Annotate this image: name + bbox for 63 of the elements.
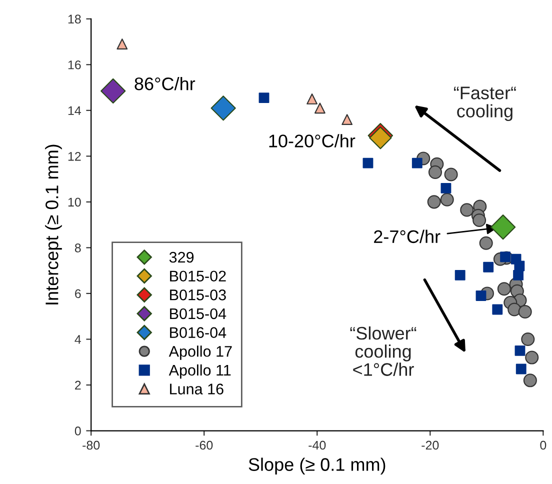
point [518, 305, 532, 319]
y-tick-label: 18 [68, 14, 81, 24]
y-tick-label: 0 [74, 426, 81, 436]
x-tick-label: -40 [308, 440, 326, 450]
y-tick-label: 8 [74, 244, 81, 252]
point [500, 252, 511, 262]
point [523, 374, 537, 388]
legend-label: B015-02 [170, 270, 226, 282]
annotation: “Slower“ cooling <1°C/hr [350, 326, 416, 376]
point [362, 158, 374, 168]
point [428, 165, 442, 179]
point [513, 270, 524, 280]
point [440, 182, 452, 194]
point [100, 78, 126, 104]
y-tick-label: 2 [75, 380, 81, 390]
point [342, 114, 353, 126]
point [210, 96, 236, 121]
y-tick-label: 16 [68, 60, 81, 70]
annotation: 86°C/hr [134, 76, 196, 90]
x-axis-title: Slope (≥ 0.1 mm) [248, 458, 386, 475]
point [369, 126, 392, 150]
x-tick-label: -60 [196, 440, 213, 450]
point [460, 203, 474, 217]
point [258, 92, 270, 104]
point [525, 350, 539, 364]
x-tick-label: -80 [82, 440, 100, 450]
point [454, 270, 466, 280]
point [306, 94, 318, 104]
y-tick-label: 4 [74, 335, 81, 344]
legend-label: B015-03 [170, 290, 226, 300]
legend-label: 329 [169, 252, 194, 263]
point [116, 38, 128, 50]
point [444, 168, 458, 182]
point [427, 195, 441, 209]
y-axis-title: Intercept (≥ 0.1 mm) [45, 144, 62, 304]
point [516, 364, 526, 374]
legend-label: B016-04 [170, 327, 226, 338]
legend-label: B015-04 [170, 308, 226, 320]
point [479, 236, 493, 250]
y-tick-label: 14 [68, 106, 81, 115]
x-tick-label: 0 [540, 440, 546, 450]
point [483, 262, 494, 272]
x-tick-label: -20 [422, 440, 439, 450]
legend-label: Apollo 17 [168, 346, 232, 360]
annotation: “Faster“ cooling [454, 86, 516, 122]
annotation: 10-20°C/hr [269, 134, 356, 148]
y-tick-label: 10 [68, 198, 81, 207]
y-tick-label: 12 [68, 152, 81, 161]
point [514, 345, 526, 356]
point [476, 290, 486, 301]
point [440, 192, 454, 206]
legend-label: Luna 16 [170, 384, 224, 394]
point [412, 158, 422, 168]
annotation: 2-7°C/hr [374, 230, 440, 244]
point [521, 332, 535, 346]
y-tick-label: 6 [75, 289, 81, 298]
point [492, 304, 503, 315]
point [497, 282, 511, 296]
point [314, 102, 326, 114]
point [472, 213, 486, 228]
legend-label: Apollo 11 [168, 364, 231, 379]
point [490, 214, 516, 240]
point [508, 302, 522, 316]
